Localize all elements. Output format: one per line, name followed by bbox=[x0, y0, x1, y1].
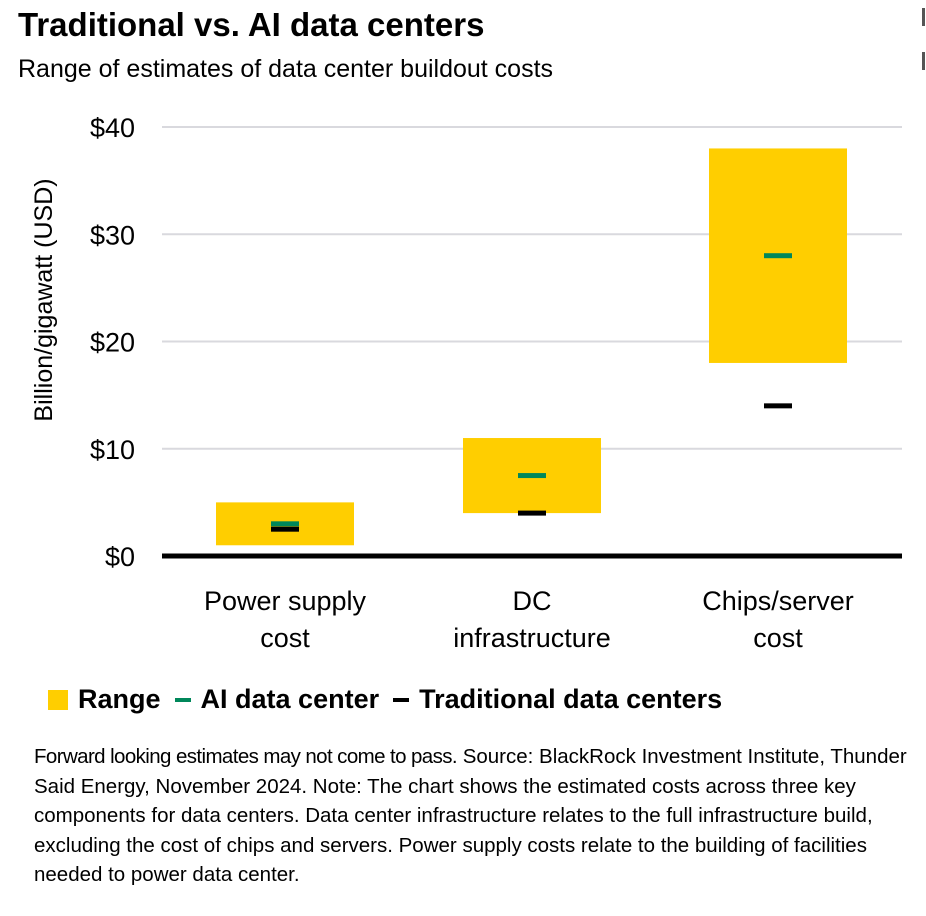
edge-mark bbox=[922, 52, 925, 70]
y-tick-label: $40 bbox=[90, 113, 135, 143]
x-tick-label: cost bbox=[753, 623, 803, 653]
x-tick-label: Power supply bbox=[204, 586, 367, 616]
y-tick-label: $0 bbox=[105, 542, 135, 572]
x-tick-label: DC bbox=[513, 586, 552, 616]
traditional-marker bbox=[518, 510, 546, 516]
y-tick-label: $30 bbox=[90, 220, 135, 250]
ai-swatch bbox=[174, 697, 191, 702]
x-tick-label: cost bbox=[260, 623, 310, 653]
footnote: Forward looking estimates may not come t… bbox=[34, 742, 924, 890]
ai-marker bbox=[518, 473, 546, 479]
ai-marker bbox=[764, 253, 792, 259]
chart-area: Billion/gigawatt (USD) $0 $10 $20 $30 $40 Pow… bbox=[30, 113, 902, 653]
legend-range: Range bbox=[48, 684, 161, 715]
footnote-body: Source: BlackRock Investment Institute, … bbox=[34, 745, 907, 886]
y-axis-label: Billion/gigawatt (USD) bbox=[30, 178, 58, 421]
y-tick-label: $10 bbox=[90, 435, 135, 465]
legend: Range AI data center Traditional data ce… bbox=[48, 684, 736, 715]
ai-marker bbox=[271, 521, 299, 527]
edge-mark bbox=[922, 8, 925, 26]
x-tick-label: infrastructure bbox=[453, 623, 611, 653]
x-tick-label: Chips/server bbox=[702, 586, 854, 616]
legend-range-label: Range bbox=[78, 684, 161, 714]
traditional-marker bbox=[271, 526, 299, 532]
chart-subtitle: Range of estimates of data center buildo… bbox=[18, 55, 554, 83]
legend-ai-label: AI data center bbox=[200, 684, 380, 714]
legend-traditional: Traditional data centers bbox=[393, 684, 722, 715]
legend-traditional-label: Traditional data centers bbox=[419, 684, 723, 714]
legend-ai: AI data center bbox=[174, 684, 380, 715]
chart-title: Traditional vs. AI data centers bbox=[18, 6, 485, 43]
range-swatch bbox=[48, 689, 68, 710]
y-tick-label: $20 bbox=[90, 328, 135, 358]
footnote-lead: Forward looking estimates may not come t… bbox=[34, 745, 458, 768]
traditional-swatch bbox=[393, 697, 410, 702]
traditional-marker bbox=[764, 403, 792, 409]
